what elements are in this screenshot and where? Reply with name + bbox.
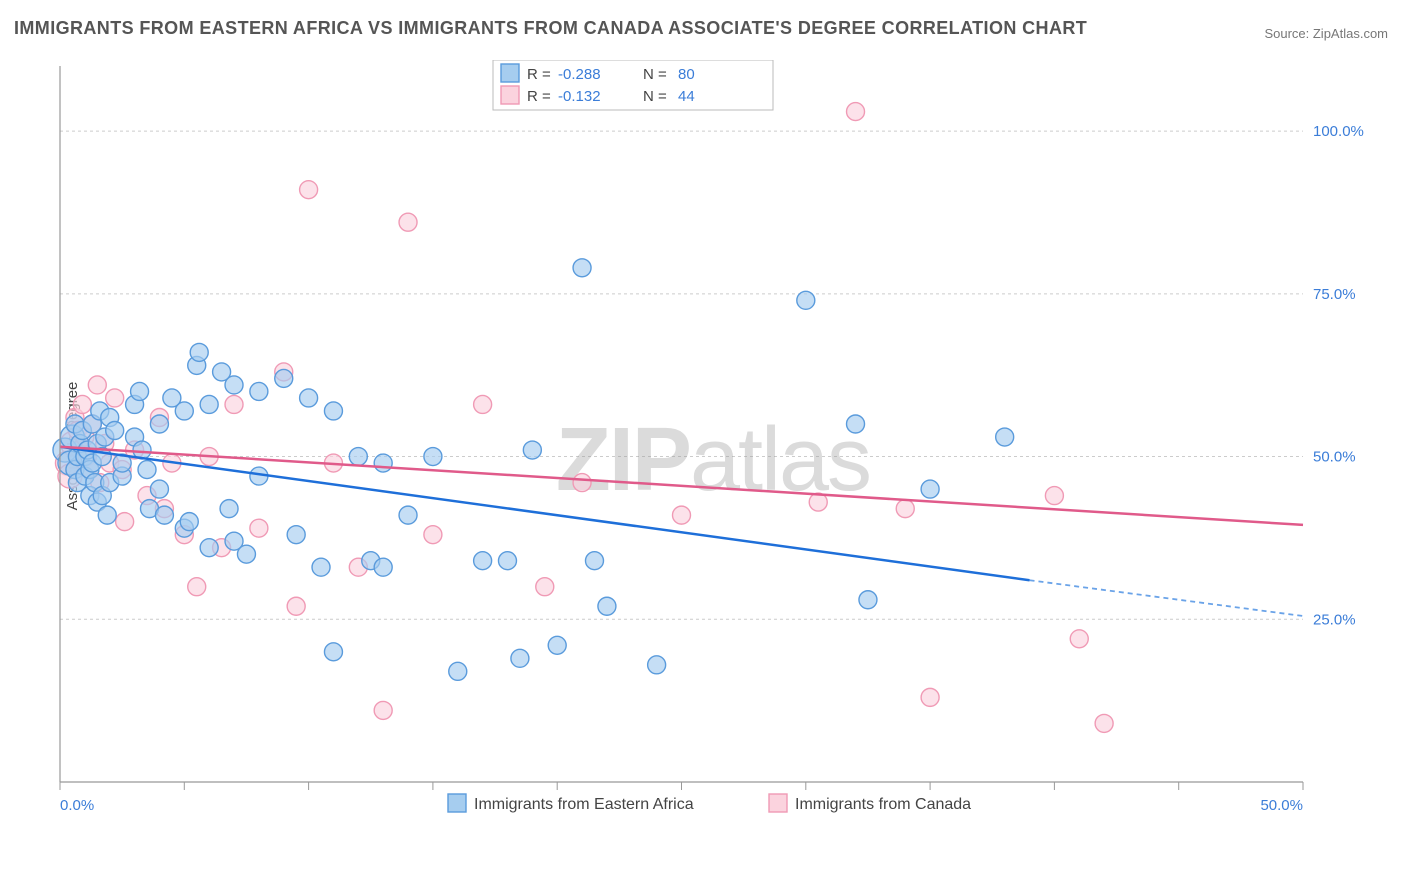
data-point — [98, 506, 116, 524]
y-tick-label: 75.0% — [1313, 286, 1356, 303]
data-point — [200, 539, 218, 557]
data-point — [150, 415, 168, 433]
data-point — [88, 376, 106, 394]
data-point — [106, 389, 124, 407]
data-point — [131, 382, 149, 400]
data-point — [312, 558, 330, 576]
data-point — [180, 513, 198, 531]
data-point — [896, 500, 914, 518]
legend-n-label: N = — [643, 66, 667, 83]
y-tick-label: 25.0% — [1313, 611, 1356, 628]
data-point — [673, 506, 691, 524]
data-point — [175, 402, 193, 420]
data-point — [847, 103, 865, 121]
legend-swatch — [501, 86, 519, 104]
legend-r-label: R = — [527, 66, 551, 83]
data-point — [324, 643, 342, 661]
data-point — [797, 291, 815, 309]
data-point — [1070, 630, 1088, 648]
legend-n-label: N = — [643, 88, 667, 105]
data-point — [116, 513, 134, 531]
data-point — [188, 578, 206, 596]
data-point — [449, 662, 467, 680]
data-point — [155, 506, 173, 524]
legend-label: Immigrants from Canada — [795, 796, 971, 813]
data-point — [847, 415, 865, 433]
x-tick-label: 50.0% — [1260, 797, 1303, 814]
data-point — [250, 519, 268, 537]
data-point — [424, 526, 442, 544]
x-tick-label: 0.0% — [60, 797, 94, 814]
data-point — [523, 441, 541, 459]
legend-n-value: 80 — [678, 66, 695, 83]
data-point — [200, 395, 218, 413]
chart-title: IMMIGRANTS FROM EASTERN AFRICA VS IMMIGR… — [14, 18, 1087, 39]
data-point — [287, 597, 305, 615]
data-point — [237, 545, 255, 563]
legend-r-value: -0.132 — [558, 88, 601, 105]
data-point — [106, 422, 124, 440]
data-point — [921, 480, 939, 498]
trend-line-blue — [60, 447, 1030, 580]
data-point — [287, 526, 305, 544]
data-point — [921, 688, 939, 706]
data-point — [190, 343, 208, 361]
data-point — [374, 454, 392, 472]
source-label: Source: ZipAtlas.com — [1264, 26, 1388, 41]
data-point — [300, 181, 318, 199]
data-point — [996, 428, 1014, 446]
scatter-plot: 25.0%50.0%75.0%100.0% ZIPatlas 0.0%50.0%… — [48, 60, 1378, 830]
data-point — [498, 552, 516, 570]
data-point — [225, 395, 243, 413]
legend-top: R = -0.288 N = 80 R = -0.132 N = 44 — [493, 60, 773, 110]
data-point — [73, 395, 91, 413]
data-point — [250, 382, 268, 400]
y-tick-label: 50.0% — [1313, 449, 1356, 466]
data-point — [324, 402, 342, 420]
data-point — [374, 701, 392, 719]
data-point — [399, 213, 417, 231]
data-point — [548, 636, 566, 654]
data-point — [349, 448, 367, 466]
legend-r-value: -0.288 — [558, 66, 601, 83]
data-point — [300, 389, 318, 407]
data-point — [648, 656, 666, 674]
data-point — [511, 649, 529, 667]
data-point — [573, 259, 591, 277]
data-point — [536, 578, 554, 596]
legend-bottom: Immigrants from Eastern Africa Immigrants… — [448, 794, 971, 813]
legend-swatch — [501, 64, 519, 82]
data-point — [225, 376, 243, 394]
legend-swatch — [448, 794, 466, 812]
legend-label: Immigrants from Eastern Africa — [474, 796, 694, 813]
data-point — [1045, 487, 1063, 505]
legend-n-value: 44 — [678, 88, 695, 105]
y-tick-label: 100.0% — [1313, 123, 1364, 140]
data-point — [859, 591, 877, 609]
trend-line-blue-dash — [1030, 580, 1303, 616]
legend-swatch — [769, 794, 787, 812]
data-point — [150, 480, 168, 498]
data-point — [585, 552, 603, 570]
data-point — [399, 506, 417, 524]
data-point — [275, 369, 293, 387]
data-point — [474, 395, 492, 413]
data-point — [1095, 714, 1113, 732]
legend-r-label: R = — [527, 88, 551, 105]
data-point — [220, 500, 238, 518]
data-point — [573, 474, 591, 492]
data-point — [474, 552, 492, 570]
data-point — [374, 558, 392, 576]
data-point — [138, 461, 156, 479]
data-point — [598, 597, 616, 615]
data-point — [424, 448, 442, 466]
